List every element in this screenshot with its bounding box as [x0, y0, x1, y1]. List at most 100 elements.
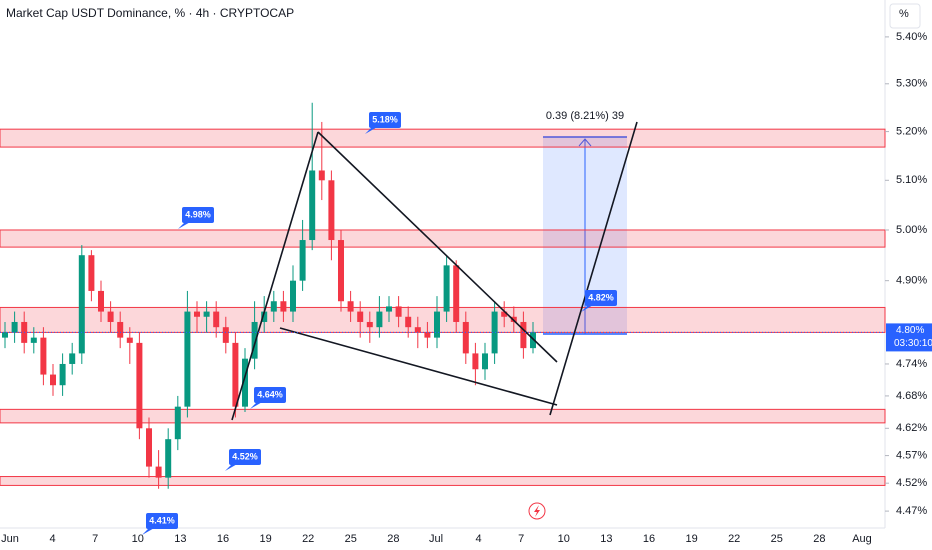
- candle-body: [107, 311, 114, 322]
- x-tick-label: 28: [387, 533, 399, 545]
- candle-body: [414, 327, 421, 333]
- projection: [549, 121, 638, 416]
- candle-body: [472, 353, 479, 370]
- callout-box: [229, 449, 261, 465]
- candle-body: [395, 306, 402, 317]
- callout-box: [146, 513, 178, 529]
- candle-body: [98, 290, 104, 312]
- y-tick-label: 5.10%: [896, 174, 927, 186]
- x-tick-label: 4: [476, 533, 482, 545]
- candle-body: [453, 265, 460, 322]
- candle-body: [117, 321, 124, 338]
- candle-body: [194, 311, 200, 317]
- candle-body: [386, 306, 392, 312]
- candle-body: [280, 301, 287, 312]
- candle-body: [40, 337, 47, 375]
- candle-body: [203, 311, 210, 317]
- countdown: 03:30:10: [894, 338, 932, 349]
- candle-body: [299, 240, 306, 281]
- x-tick-label: 10: [558, 533, 570, 545]
- x-tick-label: 7: [92, 533, 98, 545]
- price-label-box: [886, 323, 932, 352]
- y-tick-label: 4.62%: [896, 422, 927, 434]
- callout-box: [585, 290, 617, 306]
- candle-body: [251, 321, 258, 359]
- candle-body: [424, 332, 431, 338]
- callout-label: 4.64%: [257, 389, 283, 399]
- y-tick-label: 4.74%: [896, 358, 927, 370]
- candle-body: [376, 311, 383, 328]
- candle-body: [59, 363, 66, 386]
- candle-body: [174, 406, 181, 440]
- x-tick-label: 28: [813, 533, 825, 545]
- trend-lines: [231, 121, 638, 421]
- callout-box: [369, 112, 401, 128]
- candle-body: [146, 428, 152, 467]
- callout-label: 5.18%: [372, 114, 398, 124]
- chart-title: Market Cap USDT Dominance, % · 4h · CRYP…: [6, 6, 294, 20]
- y-tick-label: 4.90%: [896, 275, 927, 287]
- zone: [0, 476, 886, 486]
- flag-lower: [279, 327, 558, 406]
- candle-body: [482, 353, 488, 370]
- y-tick-label: 4.57%: [896, 450, 927, 462]
- callout-box: [254, 387, 286, 403]
- x-tick-label: 22: [728, 533, 740, 545]
- candle-body: [222, 327, 229, 343]
- candle-body: [443, 265, 450, 312]
- y-tick-label: 4.68%: [896, 390, 927, 402]
- candle-body: [347, 301, 354, 312]
- callout-label: 4.52%: [232, 451, 258, 461]
- x-tick-label: 22: [302, 533, 314, 545]
- x-tick-label: 19: [259, 533, 271, 545]
- y-tick-label: 4.52%: [896, 477, 927, 489]
- candle-body: [184, 311, 191, 407]
- x-tick-label: 16: [643, 533, 655, 545]
- candle-body: [366, 321, 373, 328]
- candle-body: [261, 311, 268, 322]
- candle-body: [88, 255, 95, 291]
- candle-body: [405, 316, 412, 328]
- x-tick-label: Jul: [429, 533, 443, 545]
- candle-body: [520, 321, 527, 349]
- x-tick-label: 25: [345, 533, 357, 545]
- x-tick-label: Aug: [852, 533, 872, 545]
- candle-body: [242, 358, 248, 407]
- candle-body: [462, 321, 469, 354]
- callout-label: 4.41%: [149, 515, 175, 525]
- candle-body: [30, 337, 37, 343]
- flagpole: [231, 131, 319, 421]
- x-tick-label: 25: [771, 533, 783, 545]
- x-tick-label: 7: [518, 533, 524, 545]
- zone: [0, 306, 886, 333]
- callout-label: 4.98%: [185, 209, 211, 219]
- candle-body: [491, 311, 498, 354]
- candle-body: [338, 240, 344, 302]
- x-tick-label: 16: [217, 533, 229, 545]
- x-tick-label: Jun: [1, 533, 19, 545]
- y-tick-label: 4.47%: [896, 505, 927, 517]
- x-tick-label: 13: [600, 533, 612, 545]
- callout-label: 4.82%: [588, 292, 614, 302]
- candle-body: [155, 466, 162, 478]
- candle-body: [232, 342, 239, 407]
- candle-body: [290, 280, 296, 312]
- y-tick-label: 5.00%: [896, 224, 927, 236]
- zone: [0, 408, 886, 424]
- x-tick-label: 19: [685, 533, 697, 545]
- x-tick-label: 13: [174, 533, 186, 545]
- candle-body: [357, 311, 364, 322]
- x-tick-label: 4: [50, 533, 56, 545]
- candle-body: [309, 170, 316, 241]
- position-label: 0.39 (8.21%) 39: [546, 110, 624, 122]
- candle-body: [530, 332, 536, 349]
- candle-body: [69, 353, 76, 364]
- candle-body: [328, 180, 335, 241]
- unit-box[interactable]: [889, 3, 921, 29]
- candle-body: [213, 311, 220, 328]
- y-tick-label: 5.30%: [896, 78, 927, 90]
- x-tick-label: 10: [132, 533, 144, 545]
- zone: [0, 229, 886, 248]
